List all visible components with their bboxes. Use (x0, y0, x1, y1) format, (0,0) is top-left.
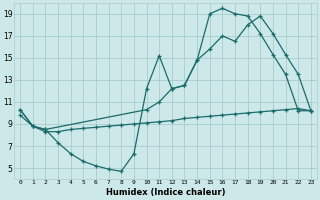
X-axis label: Humidex (Indice chaleur): Humidex (Indice chaleur) (106, 188, 225, 197)
